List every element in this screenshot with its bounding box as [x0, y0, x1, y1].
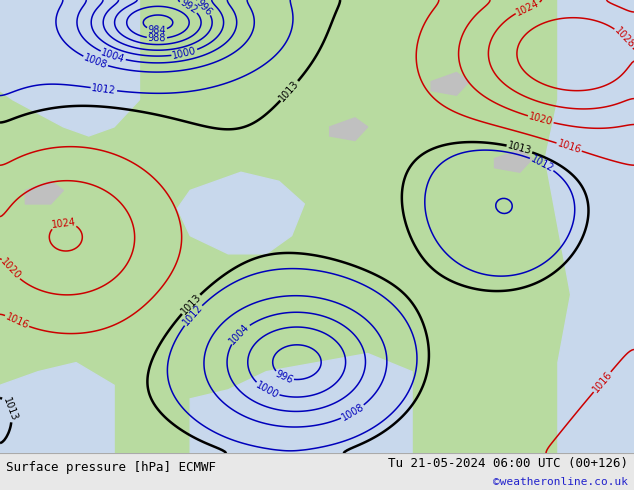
- Text: 1008: 1008: [340, 402, 366, 423]
- Text: 1013: 1013: [278, 78, 301, 103]
- Polygon shape: [495, 149, 533, 172]
- Text: 1012: 1012: [529, 153, 555, 174]
- Text: 1012: 1012: [181, 303, 205, 328]
- Text: 1013: 1013: [179, 292, 203, 317]
- Polygon shape: [178, 172, 304, 254]
- Text: 1024: 1024: [514, 0, 541, 18]
- Text: 1020: 1020: [0, 257, 23, 282]
- Text: 1016: 1016: [556, 139, 583, 155]
- Text: 1013: 1013: [1, 396, 19, 422]
- Text: 1012: 1012: [91, 83, 117, 96]
- Text: 996: 996: [274, 368, 295, 385]
- Text: 1004: 1004: [228, 321, 252, 346]
- Text: 984: 984: [148, 24, 166, 35]
- Polygon shape: [330, 118, 368, 141]
- Text: 1016: 1016: [590, 369, 614, 394]
- Text: Surface pressure [hPa] ECMWF: Surface pressure [hPa] ECMWF: [6, 462, 216, 474]
- Text: 992: 992: [178, 0, 199, 16]
- Polygon shape: [190, 354, 412, 453]
- Text: 1028: 1028: [612, 25, 634, 50]
- Text: 988: 988: [148, 33, 166, 44]
- Text: ©weatheronline.co.uk: ©weatheronline.co.uk: [493, 477, 628, 487]
- Text: 1013: 1013: [507, 141, 533, 157]
- Text: 1004: 1004: [100, 48, 126, 65]
- Polygon shape: [25, 181, 63, 204]
- Polygon shape: [545, 0, 634, 453]
- Text: 1024: 1024: [51, 217, 77, 230]
- Polygon shape: [431, 73, 469, 95]
- Text: 1020: 1020: [527, 112, 554, 127]
- Text: 1008: 1008: [82, 52, 108, 71]
- Text: 1016: 1016: [4, 312, 30, 331]
- Text: 996: 996: [194, 0, 214, 18]
- Text: Tu 21-05-2024 06:00 UTC (00+126): Tu 21-05-2024 06:00 UTC (00+126): [387, 457, 628, 470]
- Text: 1000: 1000: [171, 46, 198, 61]
- Polygon shape: [0, 0, 139, 136]
- Polygon shape: [0, 363, 114, 453]
- Text: 1000: 1000: [254, 380, 280, 400]
